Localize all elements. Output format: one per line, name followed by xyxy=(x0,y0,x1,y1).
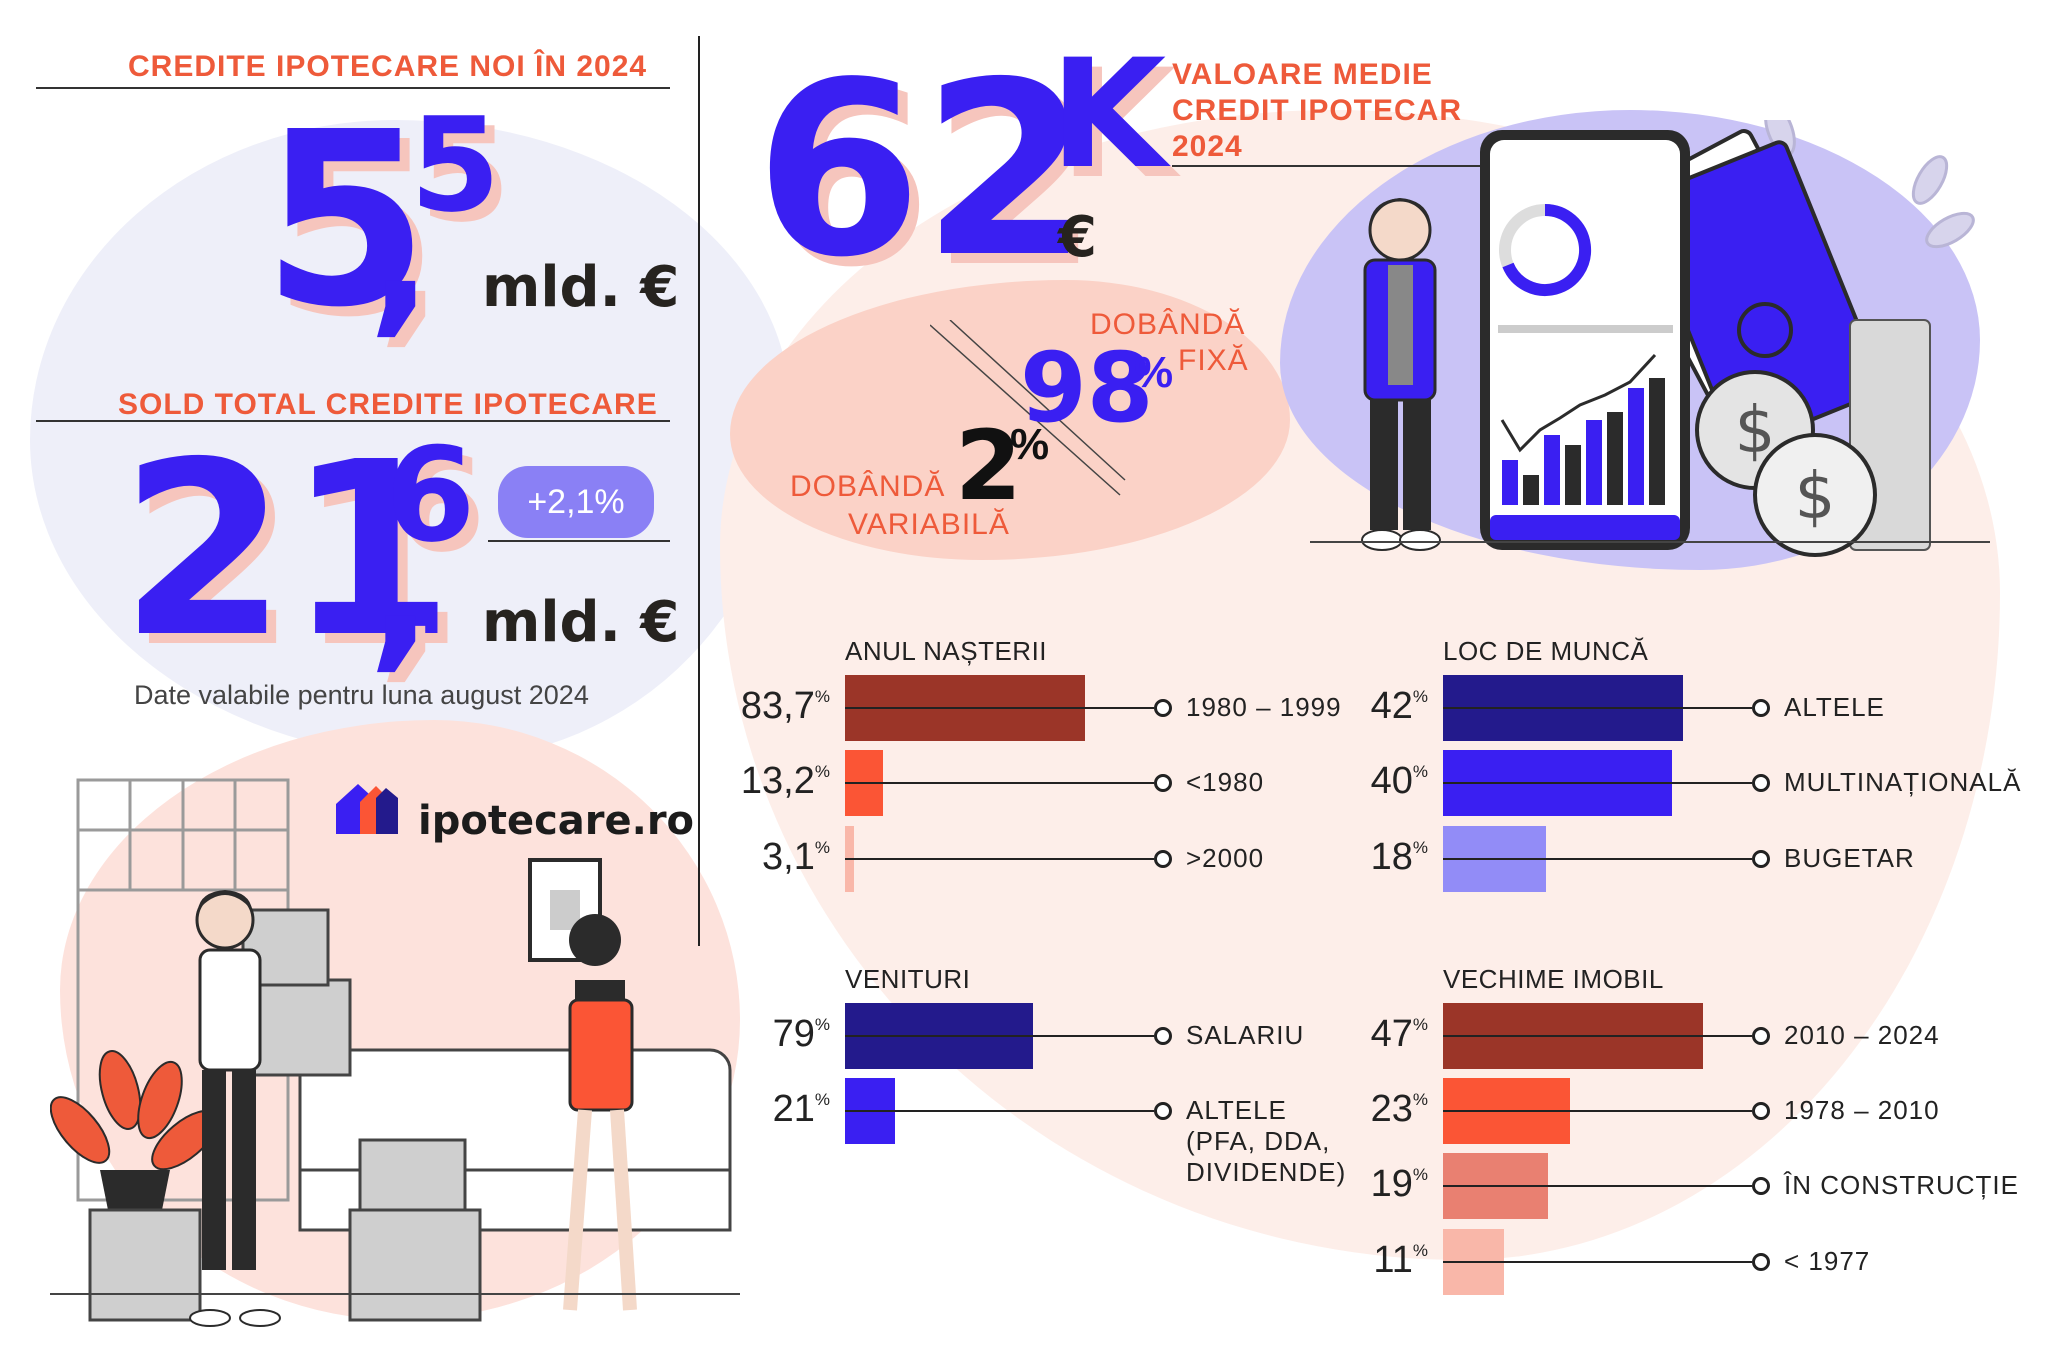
new-credits-heading: CREDITE IPOTECARE NOI ÎN 2024 xyxy=(128,50,648,83)
chart-value-label: 18% xyxy=(1370,836,1428,878)
fixed-label-1: DOBÂNDĂ xyxy=(1090,308,1246,341)
chart-value-label: 23% xyxy=(1370,1088,1428,1130)
finance-illustration: $ $ xyxy=(1310,120,1990,557)
woman-with-frame-icon xyxy=(528,858,637,1311)
chart-category-label: 1978 – 2010 xyxy=(1784,1095,1940,1125)
chart-title: ANUL NAȘTERII xyxy=(845,636,1048,666)
variable-label-1: DOBÂNDĂ xyxy=(790,470,946,503)
fixed-label-2: FIXĂ xyxy=(1178,344,1249,377)
total-balance-rule xyxy=(36,420,670,422)
chart-marker-dot xyxy=(1752,850,1770,868)
smartphone-dashboard-icon xyxy=(1480,130,1690,550)
chart-leader-line xyxy=(1443,707,1752,709)
chart-leader-line xyxy=(1443,1110,1752,1112)
chart-value-label: 83,7% xyxy=(740,685,830,727)
chart-leader-line xyxy=(1443,858,1752,860)
chart-marker-dot xyxy=(1752,699,1770,717)
chart-leader-line xyxy=(845,858,1154,860)
moving-people-illustration xyxy=(50,778,740,1327)
chart-leader-line xyxy=(845,1035,1154,1037)
chart-category-label: ALTELE xyxy=(1784,692,1885,722)
chart-category-label: <1980 xyxy=(1186,767,1265,797)
change-badge: +2,1% xyxy=(498,466,654,538)
chart-marker-dot xyxy=(1752,1253,1770,1271)
chart-category-label: SALARIU xyxy=(1186,1020,1305,1050)
chart-leader-line xyxy=(1443,782,1752,784)
man-with-phone-icon xyxy=(1361,198,1441,551)
chart-marker-dot xyxy=(1154,774,1172,792)
chart-value-label: 40% xyxy=(1370,760,1428,802)
chart-category-label: ÎN CONSTRUCȚIE xyxy=(1784,1170,2019,1200)
chart-marker-dot xyxy=(1752,774,1770,792)
chart-leader-line xyxy=(845,782,1154,784)
variable-pct: 2 xyxy=(955,410,1022,522)
total-balance-value-dec: 6 xyxy=(385,419,476,571)
data-note: Date valabile pentru luna august 2024 xyxy=(134,680,589,710)
average-value-label-2: CREDIT IPOTECAR xyxy=(1172,94,1463,127)
chart-marker-dot xyxy=(1154,1027,1172,1045)
man-carrying-boxes-icon xyxy=(189,890,281,1327)
chart-title: VECHIME IMOBIL xyxy=(1443,964,1664,994)
dollar-coin-icon: $ $ xyxy=(1695,370,1877,557)
average-value-label-3: 2024 xyxy=(1172,130,1243,163)
chart-marker-dot xyxy=(1154,850,1172,868)
fixed-pct: 98 xyxy=(1020,332,1154,444)
chart-leader-line xyxy=(1443,1035,1752,1037)
total-balance-unit: mld. € xyxy=(482,590,680,655)
chart-value-label: 21% xyxy=(772,1088,830,1130)
chart-leader-line xyxy=(1443,1261,1752,1263)
ipotecare-logo-icon xyxy=(336,784,398,834)
background-blob-interest xyxy=(730,280,1290,560)
new-credits-value-dec: 5 xyxy=(410,89,501,241)
chart-value-label: 79% xyxy=(772,1013,830,1055)
new-credits-rule xyxy=(36,87,670,89)
variable-pct-sign: % xyxy=(1010,420,1050,469)
chart-title: VENITURI xyxy=(845,964,971,994)
chart-marker-dot xyxy=(1154,1102,1172,1120)
chart-title: LOC DE MUNCĂ xyxy=(1443,636,1649,666)
new-credits-value-int: 5 xyxy=(262,80,429,360)
potted-plant-icon xyxy=(50,1050,219,1210)
chart-value-label: 11% xyxy=(1373,1239,1428,1281)
chart-value-label: 19% xyxy=(1370,1163,1428,1205)
total-balance-heading: SOLD TOTAL CREDITE IPOTECARE xyxy=(118,388,658,421)
chart-value-label: 13,2% xyxy=(740,760,830,802)
average-value-label-1: VALOARE MEDIE xyxy=(1172,58,1433,91)
chart-leader-line xyxy=(845,1110,1154,1112)
svg-text:$: $ xyxy=(1795,460,1836,534)
chart-marker-dot xyxy=(1752,1177,1770,1195)
new-credits-value-sep: , xyxy=(368,156,433,354)
chart-value-label: 42% xyxy=(1370,685,1428,727)
vertical-divider xyxy=(698,36,700,946)
chart-category-label: BUGETAR xyxy=(1784,843,1915,873)
ipotecare-logo-text: ipotecare.ro xyxy=(418,798,695,844)
chart-category-label: ALTELE (PFA, DDA, DIVIDENDE) xyxy=(1186,1095,1347,1188)
chart-category-label: 2010 – 2024 xyxy=(1784,1020,1940,1050)
background-blob-blue xyxy=(30,120,790,760)
chart-marker-dot xyxy=(1752,1027,1770,1045)
chart-leader-line xyxy=(1443,1185,1752,1187)
total-balance-value-sep: , xyxy=(368,491,433,689)
chart-leader-line xyxy=(845,707,1154,709)
total-balance-value-int: 21 xyxy=(120,410,454,690)
average-value-number: 62 xyxy=(755,30,1089,310)
average-value-rule xyxy=(1172,165,1482,167)
badge-underline xyxy=(488,540,670,542)
chart-value-label: 3,1% xyxy=(762,836,830,878)
average-value-currency: € xyxy=(1058,205,1097,270)
interest-slash-lines xyxy=(930,320,1126,496)
chart-marker-dot xyxy=(1154,699,1172,717)
chart-category-label: < 1977 xyxy=(1784,1246,1871,1276)
new-credits-unit: mld. € xyxy=(482,255,680,320)
chart-category-label: MULTINAȚIONALĂ xyxy=(1784,767,2022,797)
variable-label-2: VARIABILĂ xyxy=(848,508,1010,541)
chart-value-label: 47% xyxy=(1370,1013,1428,1055)
fixed-pct-sign: % xyxy=(1134,348,1174,397)
chart-marker-dot xyxy=(1752,1102,1770,1120)
average-value-suffix: K xyxy=(1050,28,1167,202)
chart-category-label: 1980 – 1999 xyxy=(1186,692,1342,722)
chart-category-label: >2000 xyxy=(1186,843,1265,873)
